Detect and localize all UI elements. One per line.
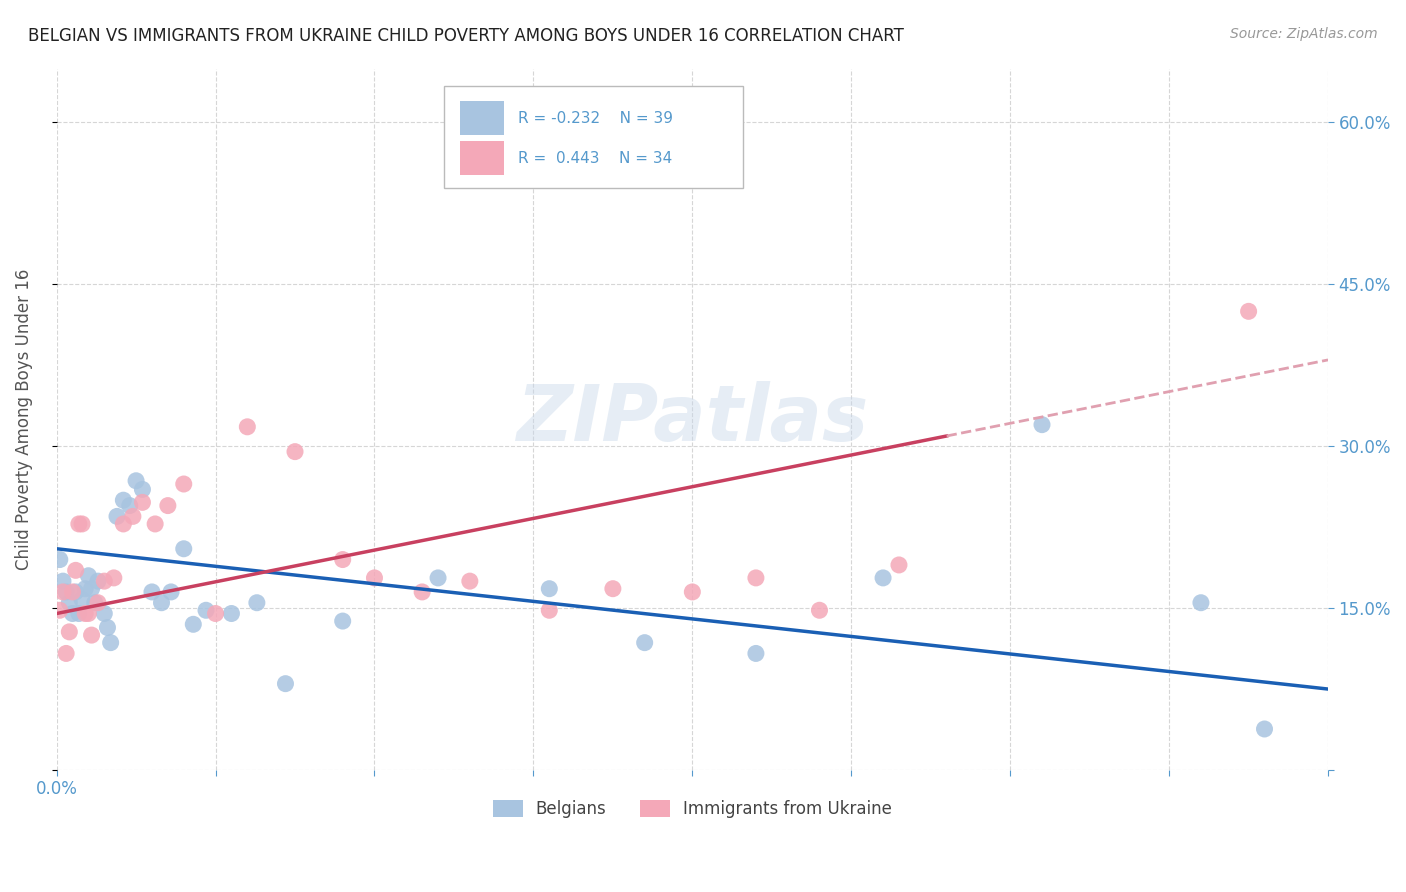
Point (156, 499, 179, 513)
Text: R =  0.443    N = 34: R = 0.443 N = 34 (519, 151, 672, 166)
Point (131, 483, 153, 497)
Point (93, 574, 115, 589)
Y-axis label: Child Poverty Among Boys Under 16: Child Poverty Among Boys Under 16 (15, 268, 32, 570)
Point (887, 558, 910, 572)
Point (112, 516, 135, 531)
Point (58, 596, 80, 610)
Point (411, 585, 433, 599)
Point (62, 607, 84, 621)
Point (55, 647, 77, 661)
Point (246, 596, 269, 610)
Point (105, 509, 128, 524)
Point (745, 647, 768, 661)
Point (52, 574, 75, 589)
Point (274, 676, 297, 690)
Point (808, 603, 831, 617)
Point (458, 574, 481, 589)
Point (75, 582, 97, 596)
Legend: Belgians, Immigrants from Ukraine: Belgians, Immigrants from Ukraine (486, 793, 898, 825)
Point (1031, 417, 1053, 432)
Point (52, 585, 75, 599)
Point (745, 571, 768, 585)
Point (49, 552, 72, 566)
Point (58, 624, 80, 639)
Point (77, 607, 100, 621)
Point (83, 596, 105, 610)
Point (1237, 304, 1260, 318)
Point (538, 582, 561, 596)
Point (332, 552, 354, 566)
Point (65, 563, 87, 577)
Point (80, 628, 103, 642)
Point (221, 607, 243, 621)
Point (100, 635, 122, 649)
Point (87, 574, 110, 589)
Point (55, 585, 77, 599)
Point (204, 607, 226, 621)
Bar (460, 102, 505, 136)
Point (681, 585, 703, 599)
Point (75, 607, 97, 621)
Text: Source: ZipAtlas.com: Source: ZipAtlas.com (1230, 27, 1378, 41)
Point (77, 568, 100, 582)
Point (67, 516, 90, 531)
Point (602, 582, 624, 596)
Point (103, 571, 125, 585)
Point (49, 603, 72, 617)
Point (1189, 596, 1212, 610)
Point (1253, 722, 1275, 736)
Point (634, 635, 657, 649)
Point (363, 571, 385, 585)
Point (67, 607, 90, 621)
Point (181, 617, 204, 632)
Point (236, 419, 259, 434)
FancyBboxPatch shape (444, 86, 744, 188)
Point (93, 607, 115, 621)
Point (87, 596, 110, 610)
Text: BELGIAN VS IMMIGRANTS FROM UKRAINE CHILD POVERTY AMONG BOYS UNDER 16 CORRELATION: BELGIAN VS IMMIGRANTS FROM UKRAINE CHILD… (28, 27, 904, 45)
Point (173, 477, 195, 491)
Point (332, 614, 354, 628)
Point (538, 603, 561, 617)
Point (150, 596, 173, 610)
Text: ZIPatlas: ZIPatlas (516, 381, 869, 458)
Point (143, 516, 166, 531)
Point (122, 509, 145, 524)
Point (62, 585, 84, 599)
Point (112, 493, 135, 508)
Point (173, 541, 195, 556)
Point (65, 585, 87, 599)
Point (427, 571, 450, 585)
Point (70, 516, 93, 531)
Point (160, 585, 183, 599)
Point (284, 444, 307, 458)
Point (125, 474, 148, 488)
Point (118, 499, 141, 513)
Text: R = -0.232    N = 39: R = -0.232 N = 39 (519, 111, 673, 126)
Point (195, 603, 218, 617)
Point (70, 592, 93, 607)
Point (131, 495, 153, 509)
Point (80, 582, 103, 596)
Point (872, 571, 894, 585)
Point (141, 585, 163, 599)
Bar (460, 142, 505, 175)
Point (96, 621, 118, 635)
